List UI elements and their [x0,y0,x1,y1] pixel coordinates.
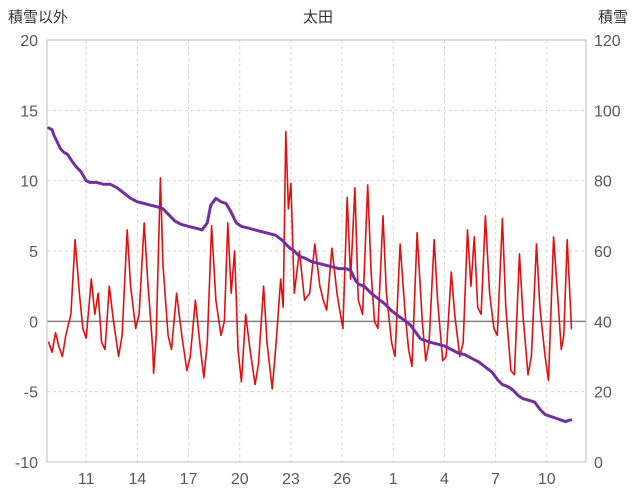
left-axis-tick-label: -5 [24,385,38,402]
x-axis-tick-label: 14 [129,471,147,488]
left-axis-tick-label: -10 [15,455,38,472]
series-line-red [47,130,573,390]
left-axis-tick-label: 0 [29,314,38,331]
x-axis-tick-label: 23 [282,471,300,488]
right-axis-tick-label: 20 [594,385,612,402]
left-axis-tick-label: 20 [20,33,38,50]
x-axis-tick-label: 1 [389,471,398,488]
left-axis-tick-label: 15 [20,103,38,120]
x-axis-tick-label: 4 [440,471,449,488]
left-axis-tick-label: 10 [20,174,38,191]
x-axis-tick-label: 17 [180,471,198,488]
x-axis-tick-label: 20 [231,471,249,488]
series-line-purple [47,126,573,424]
x-axis-tick-label: 7 [491,471,500,488]
x-axis-tick-label: 10 [538,471,556,488]
right-axis-tick-label: 120 [594,33,621,50]
right-axis-tick-label: 60 [594,244,612,261]
x-axis-tick-label: 11 [78,471,95,488]
right-axis-tick-label: 100 [594,103,621,120]
right-axis-tick-label: 0 [594,455,603,472]
right-axis-title: 積雪 [597,9,628,26]
x-axis-tick-label: 26 [333,471,351,488]
right-axis-tick-label: 80 [594,174,612,191]
plot-border [46,39,587,463]
left-axis-title: 積雪以外 [8,9,69,26]
left-axis-tick-label: 5 [29,244,38,261]
right-axis-tick-label: 40 [594,314,612,331]
